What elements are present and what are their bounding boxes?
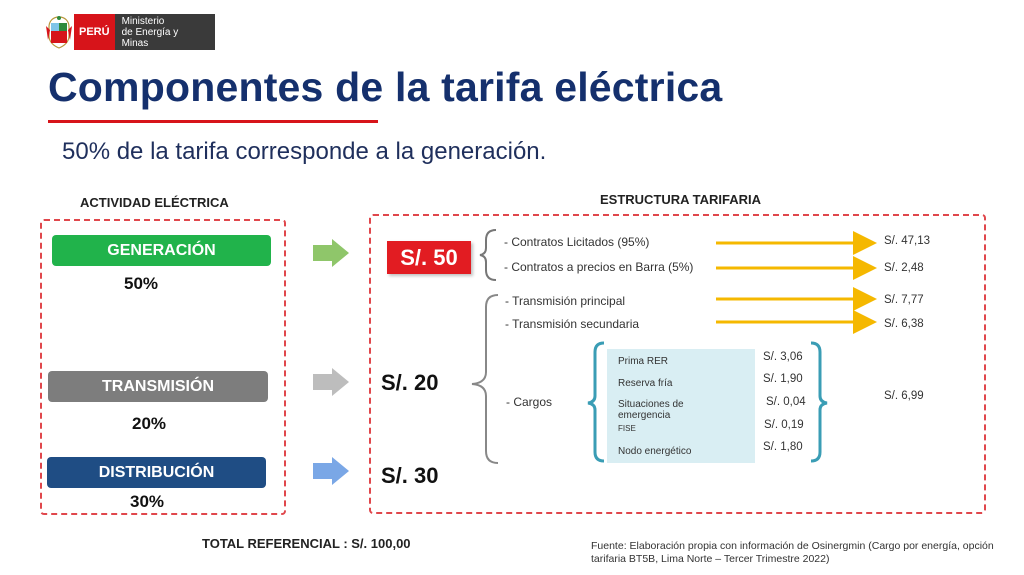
- generation-percent: 50%: [124, 274, 159, 293]
- cargos-right-brace-icon: [810, 341, 828, 463]
- ministry-logo: PERÚ Ministerio de Energía y Minas: [44, 14, 215, 50]
- structure-panel: [369, 214, 986, 514]
- transmission-percent: 20%: [132, 414, 167, 433]
- transmission-amount: S/. 20: [381, 370, 439, 395]
- title-underline: [48, 120, 378, 123]
- cargos-total: S/. 6,99: [884, 390, 924, 402]
- generation-item-label: - Contratos Licitados (95%): [504, 235, 650, 249]
- distribution-amount: S/. 30: [381, 463, 439, 488]
- distribution-percent: 30%: [130, 492, 165, 511]
- distribution-badge: DISTRIBUCIÓN: [47, 457, 266, 488]
- distribution-arrow-icon: [313, 457, 349, 485]
- ministry-line-1: Ministerio: [121, 15, 165, 27]
- total-reference: TOTAL REFERENCIAL : S/. 100,00: [202, 536, 411, 551]
- ministry-line-2: de Energía y Minas: [121, 26, 179, 49]
- country-label: PERÚ: [74, 14, 115, 50]
- transmission-badge: TRANSMISIÓN: [48, 371, 268, 402]
- cargo-item-value: S/. 0,04: [766, 396, 806, 408]
- cargos-label: - Cargos: [506, 395, 553, 409]
- cargo-item-label: Situaciones de emergencia: [618, 399, 684, 421]
- cargo-item-label: FISE: [618, 424, 636, 433]
- generation-amount: S/. 50: [387, 241, 471, 274]
- page-title: Componentes de la tarifa eléctrica: [48, 64, 723, 110]
- cargo-item-label: Nodo energético: [618, 446, 692, 457]
- cargo-item-label: Reserva fría: [618, 378, 673, 389]
- transmission-item-value: S/. 6,38: [884, 318, 924, 330]
- coat-of-arms-icon: [46, 16, 72, 49]
- cargos-detail-box: [607, 349, 755, 463]
- transmission-arrow-icon: [313, 368, 349, 396]
- ministry-name: Ministerio de Energía y Minas: [114, 14, 215, 50]
- cargo-item-value: S/. 1,90: [763, 373, 803, 385]
- cargo-item-label: Prima RER: [618, 356, 669, 367]
- generation-badge: GENERACIÓN: [52, 235, 271, 266]
- activity-heading: ACTIVIDAD ELÉCTRICA: [80, 195, 229, 210]
- cargo-item-value: S/. 0,19: [764, 419, 804, 431]
- page-subtitle: 50% de la tarifa corresponde a la genera…: [62, 138, 547, 165]
- transmission-item-value: S/. 7,77: [884, 294, 924, 306]
- transmission-item-label: - Transmisión secundaria: [505, 317, 640, 331]
- generation-arrow-icon: [313, 239, 349, 267]
- transmission-item-label: - Transmisión principal: [505, 294, 626, 308]
- transmission-brace-icon: [471, 294, 499, 464]
- cargo-item-value: S/. 1,80: [763, 441, 803, 453]
- cargo-item-value: S/. 3,06: [763, 351, 803, 363]
- source-note: Fuente: Elaboración propia con informaci…: [591, 540, 994, 565]
- cargos-left-brace-icon: [587, 341, 605, 463]
- generation-item-value: S/. 47,13: [884, 235, 931, 247]
- structure-heading: ESTRUCTURA TARIFARIA: [600, 192, 762, 207]
- generation-item-value: S/. 2,48: [884, 262, 924, 274]
- generation-brace-icon: [479, 229, 497, 281]
- generation-item-label: - Contratos a precios en Barra (5%): [504, 260, 694, 274]
- activity-panel: [40, 219, 286, 515]
